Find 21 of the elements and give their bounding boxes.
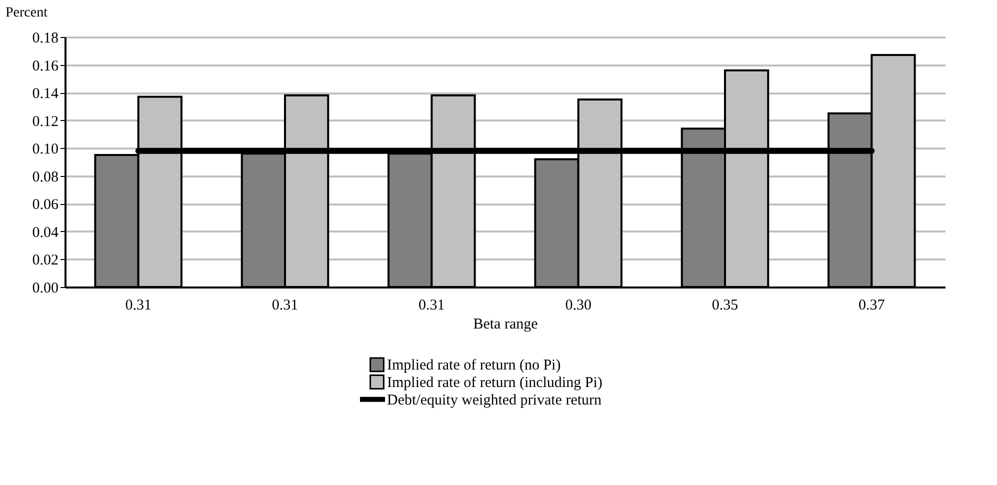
y-tick-label: 0.14 [32,86,59,102]
legend-label: Implied rate of return (no Pi) [387,358,561,374]
x-axis-title: Beta range [473,316,538,332]
x-tick-label: 0.37 [858,298,886,314]
y-tick-label: 0.00 [32,280,58,296]
y-tick-label: 0.18 [32,30,58,46]
y-tick-label: 0.10 [32,142,58,158]
x-tick-label: 0.31 [272,298,298,314]
x-tick-label: 0.35 [712,298,738,314]
y-tick-label: 0.12 [32,114,58,130]
y-axis-title: Percent [6,6,48,20]
x-tick-label: 0.31 [125,298,152,314]
legend-label: Debt/equity weighted private return [387,392,602,408]
x-tick-label: 0.30 [565,298,592,314]
x-tick-label: 0.31 [418,298,445,314]
y-tick-label: 0.02 [32,252,58,269]
y-tick-label: 0.04 [32,224,59,241]
legend-label: Implied rate of return (including Pi) [387,375,602,391]
y-tick-label: 0.08 [32,169,58,186]
y-tick-label: 0.16 [32,58,59,74]
y-tick-label: 0.06 [32,197,59,214]
